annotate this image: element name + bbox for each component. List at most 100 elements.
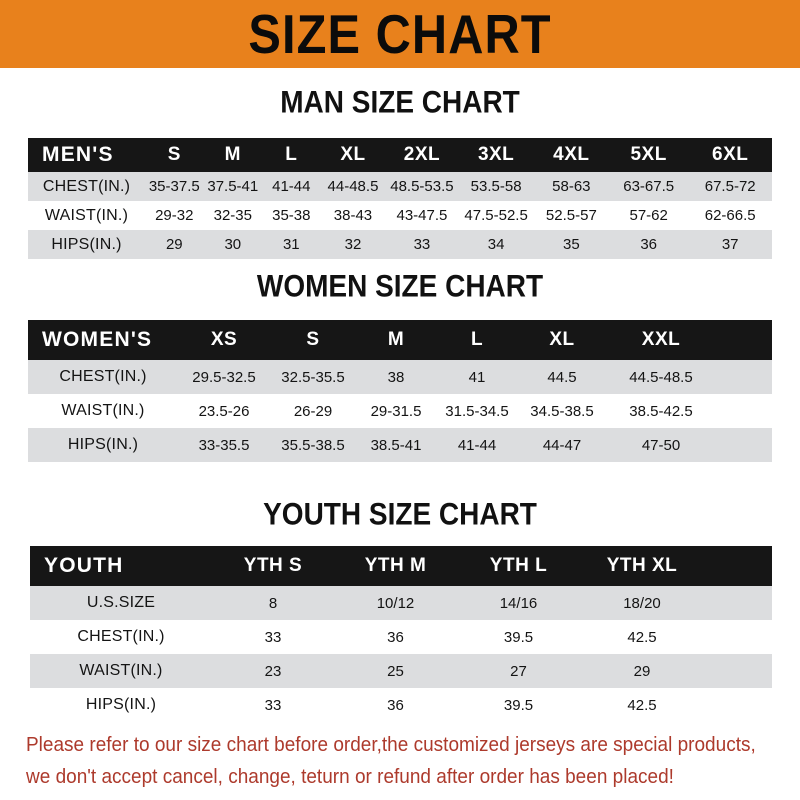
women-cell-1-3: 31.5-34.5 [445,402,509,420]
men-cell-2-5: 34 [487,236,505,253]
men-header-row: MEN'S S M L XL 2XL 3XL 4XL 5XL 6XL [28,138,772,172]
men-col-5: 3XL [477,144,515,165]
women-cell-2-spacer [716,428,772,462]
women-cell-2-0: 33-35.5 [198,436,250,454]
men-cell-0-0: 35-37.5 [148,178,200,195]
women-cell-2-1: 35.5-38.5 [281,436,345,454]
youth-cell-0-spacer [704,586,772,620]
youth-col-3: YTH XL [606,555,678,576]
youth-cell-2-spacer [704,654,772,688]
men-cell-2-2: 31 [282,236,300,253]
men-cell-1-5: 47.5-52.5 [464,207,528,224]
women-cell-0-spacer [716,360,772,394]
table-row: WAIST(IN.) 23.5-26 26-29 29-31.5 31.5-34… [28,394,772,428]
men-row-2-label: HIPS(IN.) [51,235,122,253]
men-cell-0-5: 53.5-58 [470,178,522,195]
men-cell-0-6: 58-63 [552,178,591,195]
youth-row-3-label: HIPS(IN.) [85,696,157,713]
youth-cell-0-1: 10/12 [376,594,415,612]
banner: SIZE CHART [0,0,800,68]
men-cell-0-7: 63-67.5 [623,178,675,195]
women-cell-0-1: 32.5-35.5 [281,368,345,386]
footer-note: Please refer to our size chart before or… [26,730,782,794]
youth-cell-1-1: 36 [387,628,404,646]
women-row-0-label: CHEST(IN.) [59,368,147,385]
youth-cell-2-3: 29 [633,662,651,680]
men-cell-0-3: 44-48.5 [327,178,379,195]
youth-col-0: YTH S [243,555,303,576]
table-row: HIPS(IN.) 33 36 39.5 42.5 [30,688,772,722]
men-col-8: 6XL [712,144,749,165]
men-cell-2-7: 36 [640,236,658,253]
men-col-6: 4XL [553,144,590,165]
men-row-0-label: CHEST(IN.) [42,177,131,195]
youth-cell-1-3: 42.5 [627,628,657,646]
women-col-2: M [387,329,405,350]
youth-cell-0-3: 18/20 [623,594,661,612]
youth-cell-0-0: 8 [268,594,278,612]
men-header-label: MEN'S [42,143,114,166]
women-header-row: WOMEN'S XS S M L XL XXL [28,320,772,360]
table-row: HIPS(IN.) 33-35.5 35.5-38.5 38.5-41 41-4… [28,428,772,462]
men-cell-0-1: 37.5-41 [207,178,259,195]
women-cell-2-4: 44-47 [542,436,582,454]
men-cell-1-6: 52.5-57 [545,207,597,224]
men-cell-1-8: 62-66.5 [704,207,756,224]
women-cell-1-0: 23.5-26 [198,402,250,420]
women-cell-0-3: 41 [468,368,486,386]
youth-cell-3-3: 42.5 [627,696,657,714]
table-row: CHEST(IN.) 29.5-32.5 32.5-35.5 38 41 44.… [28,360,772,394]
youth-cell-3-1: 36 [387,696,404,714]
table-row: HIPS(IN.) 29 30 31 32 33 34 35 36 37 [28,230,772,259]
youth-col-spacer [704,546,772,586]
page-title: SIZE CHART [248,3,552,65]
youth-cell-1-2: 39.5 [503,628,534,646]
women-size-table: WOMEN'S XS S M L XL XXL CHEST(IN.) 29.5-… [28,320,772,462]
men-col-4: 2XL [403,144,441,165]
youth-cell-0-2: 14/16 [499,594,538,612]
men-col-2: L [285,144,298,165]
youth-row-1-label: CHEST(IN.) [77,628,165,645]
women-col-spacer [716,320,772,360]
footer-note-line-2: we don't accept cancel, change, teturn o… [26,766,674,789]
table-row: WAIST(IN.) 29-32 32-35 35-38 38-43 43-47… [28,201,772,230]
youth-row-2-label: WAIST(IN.) [79,662,163,679]
men-section-title: MAN SIZE CHART [280,84,520,120]
women-cell-2-5: 47-50 [641,436,681,454]
youth-cell-3-2: 39.5 [503,696,534,714]
men-cell-1-4: 43-47.5 [396,207,448,224]
men-cell-1-2: 35-38 [272,207,311,224]
women-cell-0-5: 44.5-48.5 [629,368,693,386]
men-cell-2-1: 30 [224,236,242,253]
youth-section-title: YOUTH SIZE CHART [263,496,537,532]
youth-header-label: YOUTH [44,554,124,577]
men-row-1-label: WAIST(IN.) [44,206,129,224]
women-col-4: XL [549,329,575,350]
men-cell-0-4: 48.5-53.5 [390,178,454,195]
men-cell-2-6: 35 [563,236,580,253]
table-row: U.S.SIZE 8 10/12 14/16 18/20 [30,586,772,620]
men-cell-0-2: 41-44 [272,178,311,195]
youth-cell-1-0: 33 [264,628,282,646]
youth-cell-2-0: 23 [264,662,282,680]
youth-size-table: YOUTH YTH S YTH M YTH L YTH XL U.S.SIZE … [30,546,772,722]
men-col-3: XL [340,144,366,165]
women-row-2-label: HIPS(IN.) [67,436,139,453]
women-row-1-label: WAIST(IN.) [61,402,145,419]
women-header-label: WOMEN'S [42,328,153,351]
women-cell-0-4: 44.5 [547,368,577,386]
women-col-0: XS [210,329,238,350]
men-size-table: MEN'S S M L XL 2XL 3XL 4XL 5XL 6XL CHEST… [28,138,772,259]
youth-row-0-label: U.S.SIZE [86,594,156,611]
youth-cell-2-2: 27 [510,662,527,680]
youth-header-row: YOUTH YTH S YTH M YTH L YTH XL [30,546,772,586]
men-col-1: M [224,144,241,165]
men-cell-2-8: 37 [721,236,739,253]
women-cell-1-1: 26-29 [293,402,333,420]
women-cell-1-2: 29-31.5 [370,402,422,420]
men-cell-2-4: 33 [413,236,431,253]
women-section-title: WOMEN SIZE CHART [256,268,544,304]
table-row: WAIST(IN.) 23 25 27 29 [30,654,772,688]
men-cell-1-1: 32-35 [213,207,252,224]
